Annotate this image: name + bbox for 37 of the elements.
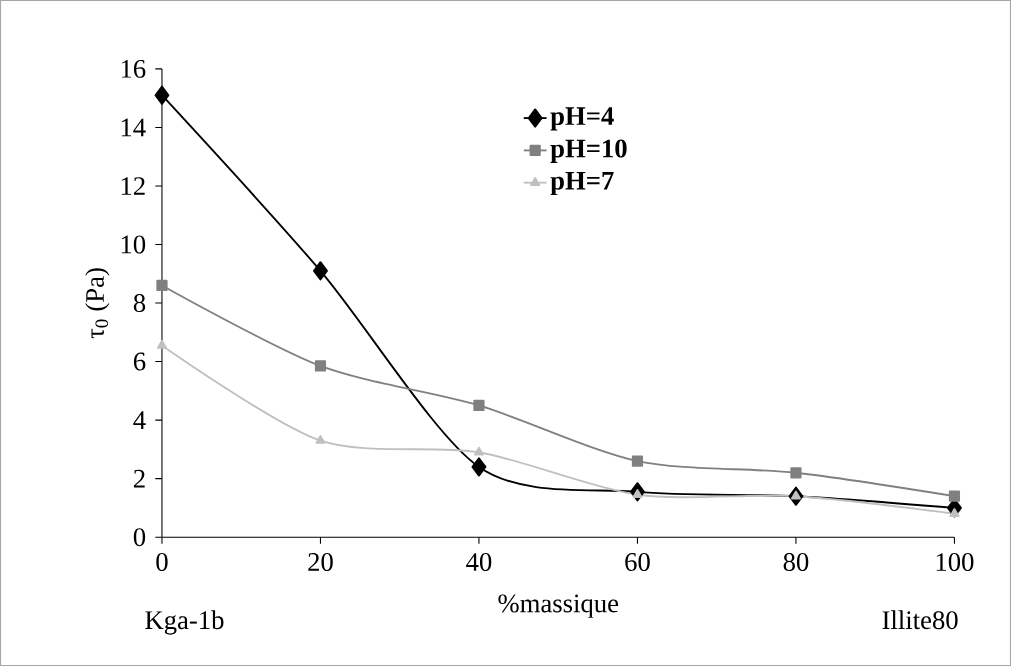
x-tick-label: 80 — [783, 552, 809, 571]
y-tick-label: 6 — [133, 352, 146, 371]
y-axis-title: τ$_{0}$ (Pa) — [85, 268, 110, 339]
x-tick-label: 60 — [625, 552, 650, 571]
point — [790, 490, 801, 500]
y-tick-label: 8 — [133, 293, 146, 312]
x-tick-label: 0 — [156, 552, 168, 571]
point — [473, 446, 484, 456]
point — [473, 399, 485, 412]
legend-label: pH=7 — [550, 171, 614, 196]
point — [948, 490, 961, 502]
point — [949, 508, 960, 517]
y-tick-label: 4 — [133, 411, 146, 429]
point — [313, 261, 328, 281]
point — [154, 85, 170, 105]
point — [790, 467, 802, 479]
point — [632, 489, 643, 498]
point — [315, 434, 326, 444]
y-tick-label: 0 — [133, 528, 146, 547]
point — [631, 455, 644, 467]
text: Illite80 — [882, 610, 958, 630]
x-tick-label: 40 — [466, 552, 492, 571]
legend-label: pH=10 — [550, 139, 627, 163]
point — [156, 279, 168, 292]
point — [156, 339, 167, 349]
legend-label: pH=4 — [550, 107, 614, 131]
y-tick-label: 10 — [121, 235, 146, 254]
y-tick-label: 16 — [121, 59, 146, 78]
y-tick-label: 2 — [133, 469, 145, 488]
x-tick-label: 100 — [936, 552, 974, 571]
text: Kga-1b — [145, 610, 224, 635]
x-tick-label: 20 — [308, 552, 333, 571]
point — [314, 360, 327, 372]
x-axis-title: %massique — [498, 594, 619, 618]
y-tick-label: 12 — [121, 177, 145, 195]
y-tick-label: 14 — [121, 118, 146, 137]
point — [471, 457, 487, 477]
